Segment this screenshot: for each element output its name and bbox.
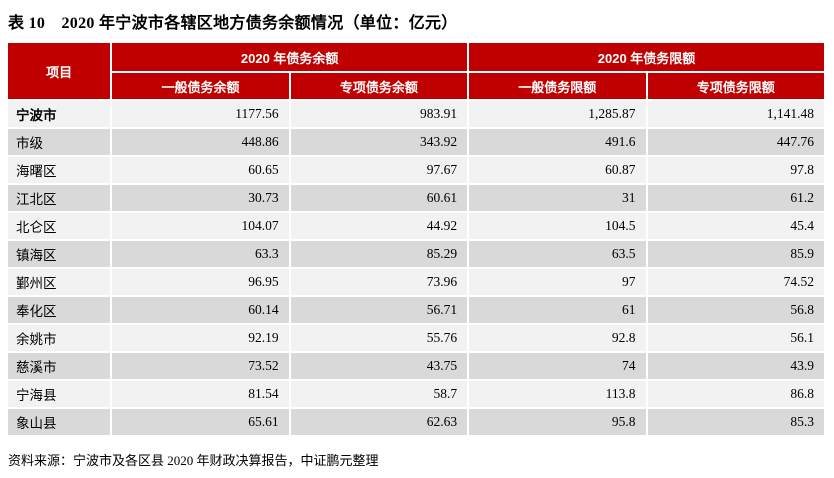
row-label: 江北区 — [8, 185, 111, 211]
header-col-general-limit: 一般债务限额 — [469, 73, 646, 99]
row-label: 海曙区 — [8, 157, 111, 183]
table-row: 余姚市 92.19 55.76 92.8 56.1 — [8, 325, 824, 351]
value-cell: 97 — [469, 269, 646, 295]
value-cell: 61.2 — [647, 185, 824, 211]
header-col-special-balance: 专项债务余额 — [290, 73, 468, 99]
table-row: 北仑区 104.07 44.92 104.5 45.4 — [8, 213, 824, 239]
value-cell: 43.75 — [290, 353, 468, 379]
value-cell: 343.92 — [290, 129, 468, 155]
value-cell: 1177.56 — [112, 101, 289, 127]
page-title: 表 10 2020 年宁波市各辖区地方债务余额情况（单位：亿元） — [8, 15, 458, 32]
value-cell: 65.61 — [112, 409, 289, 435]
table-row: 奉化区 60.14 56.71 61 56.8 — [8, 297, 824, 323]
source-note: 资料来源：宁波市及各区县 2020 年财政决算报告，中证鹏元整理 — [8, 453, 379, 468]
value-cell: 491.6 — [469, 129, 646, 155]
value-cell: 63.5 — [469, 241, 646, 267]
value-cell: 983.91 — [290, 101, 468, 127]
row-label: 鄞州区 — [8, 269, 111, 295]
row-label: 宁波市 — [8, 101, 111, 127]
row-label: 象山县 — [8, 409, 111, 435]
value-cell: 74 — [469, 353, 646, 379]
value-cell: 85.29 — [290, 241, 468, 267]
value-cell: 60.14 — [112, 297, 289, 323]
table-row: 镇海区 63.3 85.29 63.5 85.9 — [8, 241, 824, 267]
value-cell: 62.63 — [290, 409, 468, 435]
value-cell: 447.76 — [647, 129, 824, 155]
header-group-balance: 2020 年债务余额 — [112, 43, 468, 71]
value-cell: 92.8 — [469, 325, 646, 351]
value-cell: 56.8 — [647, 297, 824, 323]
row-label: 镇海区 — [8, 241, 111, 267]
value-cell: 95.8 — [469, 409, 646, 435]
value-cell: 31 — [469, 185, 646, 211]
table-body: 宁波市 1177.56 983.91 1,285.87 1,141.48 市级 448.86… — [8, 101, 824, 435]
value-cell: 45.4 — [647, 213, 824, 239]
value-cell: 74.52 — [647, 269, 824, 295]
header-col-general-balance: 一般债务余额 — [112, 73, 289, 99]
table-row: 江北区 30.73 60.61 31 61.2 — [8, 185, 824, 211]
value-cell: 56.71 — [290, 297, 468, 323]
value-cell: 55.76 — [290, 325, 468, 351]
value-cell: 104.5 — [469, 213, 646, 239]
row-label: 慈溪市 — [8, 353, 111, 379]
table-header: 项目 2020 年债务余额 2020 年债务限额 一般债务余额 专项债务余额 一… — [8, 43, 824, 99]
value-cell: 96.95 — [112, 269, 289, 295]
table-row: 象山县 65.61 62.63 95.8 85.3 — [8, 409, 824, 435]
row-label: 余姚市 — [8, 325, 111, 351]
header-row-columns: 一般债务余额 专项债务余额 一般债务限额 专项债务限额 — [8, 73, 824, 99]
value-cell: 97.67 — [290, 157, 468, 183]
table-row: 宁波市 1177.56 983.91 1,285.87 1,141.48 — [8, 101, 824, 127]
value-cell: 85.3 — [647, 409, 824, 435]
value-cell: 60.61 — [290, 185, 468, 211]
table-row: 宁海县 81.54 58.7 113.8 86.8 — [8, 381, 824, 407]
value-cell: 30.73 — [112, 185, 289, 211]
value-cell: 73.96 — [290, 269, 468, 295]
header-col-special-limit: 专项债务限额 — [647, 73, 824, 99]
value-cell: 85.9 — [647, 241, 824, 267]
value-cell: 56.1 — [647, 325, 824, 351]
value-cell: 97.8 — [647, 157, 824, 183]
value-cell: 92.19 — [112, 325, 289, 351]
value-cell: 43.9 — [647, 353, 824, 379]
row-label: 宁海县 — [8, 381, 111, 407]
value-cell: 104.07 — [112, 213, 289, 239]
row-label: 市级 — [8, 129, 111, 155]
value-cell: 44.92 — [290, 213, 468, 239]
value-cell: 63.3 — [112, 241, 289, 267]
header-group-limit: 2020 年债务限额 — [469, 43, 824, 71]
value-cell: 81.54 — [112, 381, 289, 407]
value-cell: 1,141.48 — [647, 101, 824, 127]
header-row-groups: 项目 2020 年债务余额 2020 年债务限额 — [8, 43, 824, 99]
debt-table: 项目 2020 年债务余额 2020 年债务限额 一般债务余额 专项债务余额 一… — [6, 41, 826, 437]
value-cell: 1,285.87 — [469, 101, 646, 127]
table-row: 鄞州区 96.95 73.96 97 74.52 — [8, 269, 824, 295]
table-row: 慈溪市 73.52 43.75 74 43.9 — [8, 353, 824, 379]
header-item: 项目 — [8, 43, 111, 99]
value-cell: 61 — [469, 297, 646, 323]
row-label: 奉化区 — [8, 297, 111, 323]
value-cell: 448.86 — [112, 129, 289, 155]
table-row: 海曙区 60.65 97.67 60.87 97.8 — [8, 157, 824, 183]
value-cell: 73.52 — [112, 353, 289, 379]
value-cell: 60.65 — [112, 157, 289, 183]
value-cell: 113.8 — [469, 381, 646, 407]
row-label: 北仑区 — [8, 213, 111, 239]
value-cell: 60.87 — [469, 157, 646, 183]
value-cell: 58.7 — [290, 381, 468, 407]
table-row: 市级 448.86 343.92 491.6 447.76 — [8, 129, 824, 155]
value-cell: 86.8 — [647, 381, 824, 407]
